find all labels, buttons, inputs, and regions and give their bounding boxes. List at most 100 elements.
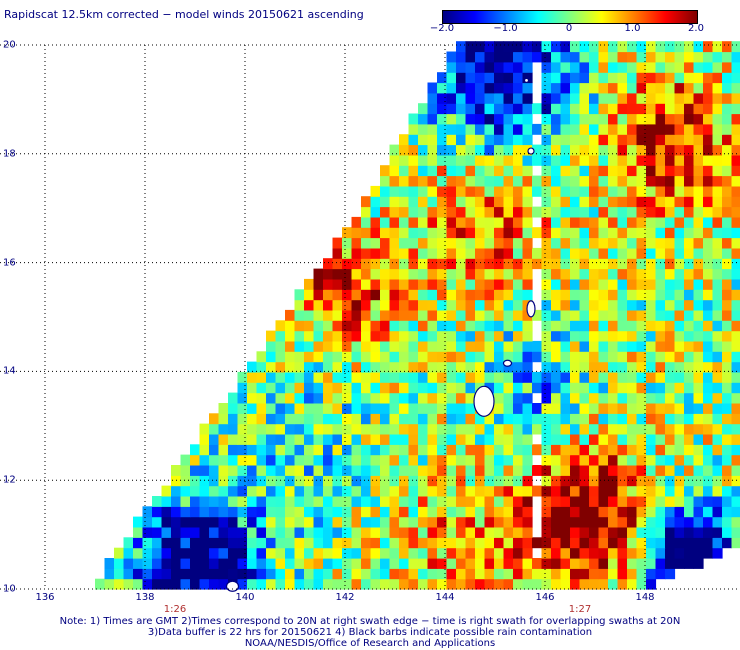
wind-cell: [674, 61, 685, 73]
wind-cell: [513, 237, 524, 249]
wind-cell: [570, 72, 581, 84]
wind-cell: [503, 340, 514, 352]
wind-cell: [218, 423, 229, 435]
wind-cell: [684, 134, 695, 146]
wind-cell: [532, 41, 543, 53]
wind-cell: [541, 237, 552, 249]
wind-cell: [408, 268, 419, 280]
wind-cell: [560, 103, 571, 115]
wind-cell: [712, 465, 723, 476]
wind-cell: [237, 506, 248, 518]
wind-cell: [351, 382, 362, 394]
wind-cell: [313, 465, 324, 476]
wind-cell: [218, 547, 229, 559]
wind-cell: [408, 258, 419, 270]
wind-cell: [551, 558, 562, 569]
wind-cell: [636, 382, 647, 394]
wind-cell: [541, 309, 552, 321]
wind-cell: [133, 537, 144, 549]
wind-cell: [731, 289, 740, 301]
wind-cell: [484, 361, 495, 373]
wind-cell: [551, 175, 562, 187]
wind-cell: [627, 392, 638, 404]
wind-cell: [722, 506, 733, 518]
wind-cell: [465, 413, 476, 425]
wind-cell: [494, 444, 505, 456]
wind-cell: [503, 258, 514, 270]
wind-cell: [323, 320, 334, 332]
wind-cell: [399, 516, 410, 528]
wind-cell: [437, 413, 448, 425]
wind-cell: [199, 568, 210, 580]
wind-cell: [237, 475, 248, 487]
wind-cell: [142, 558, 153, 569]
wind-cell: [304, 403, 315, 414]
wind-cell: [342, 340, 353, 352]
wind-cell: [722, 92, 733, 104]
wind-cell: [503, 268, 514, 280]
wind-cell: [408, 206, 419, 218]
wind-cell: [636, 165, 647, 177]
wind-cell: [513, 247, 524, 259]
wind-cell: [484, 61, 495, 73]
wind-cell: [446, 361, 457, 373]
wind-cell: [579, 434, 590, 445]
wind-cell: [665, 371, 676, 383]
wind-cell: [123, 537, 134, 549]
wind-cell: [522, 72, 533, 84]
wind-cell: [304, 330, 315, 342]
wind-cell: [266, 434, 277, 445]
wind-cell: [389, 392, 400, 404]
wind-cell: [323, 547, 334, 559]
wind-cell: [513, 485, 524, 497]
wind-cell: [437, 268, 448, 280]
wind-cell: [437, 185, 448, 197]
wind-cell: [494, 51, 505, 63]
wind-cell: [712, 268, 723, 280]
wind-cell: [418, 320, 429, 332]
wind-cell: [522, 340, 533, 352]
wind-cell: [266, 413, 277, 425]
wind-cell: [494, 475, 505, 487]
wind-cell: [731, 216, 740, 228]
wind-cell: [389, 423, 400, 435]
wind-cell: [190, 558, 201, 569]
wind-cell: [209, 454, 220, 466]
wind-cell: [646, 403, 657, 414]
wind-cell: [570, 506, 581, 518]
wind-cell: [465, 144, 476, 156]
wind-cell: [522, 175, 533, 187]
wind-cell: [589, 216, 600, 228]
wind-cell: [437, 351, 448, 363]
wind-cell: [532, 227, 543, 239]
wind-cell: [389, 154, 400, 166]
wind-cell: [551, 268, 562, 280]
wind-cell: [655, 516, 666, 528]
wind-cell: [484, 258, 495, 270]
wind-cell: [560, 320, 571, 332]
wind-cell: [703, 371, 714, 383]
wind-cell: [589, 206, 600, 218]
wind-cell: [665, 123, 676, 135]
wind-cell: [361, 392, 372, 404]
wind-cell: [655, 82, 666, 94]
wind-cell: [560, 82, 571, 94]
wind-cell: [313, 361, 324, 373]
wind-cell: [494, 506, 505, 518]
wind-cell: [560, 392, 571, 404]
wind-cell: [437, 196, 448, 208]
wind-cell: [541, 72, 552, 84]
wind-cell: [294, 444, 305, 456]
wind-cell: [237, 496, 248, 507]
wind-cell: [522, 51, 533, 63]
wind-cell: [389, 444, 400, 456]
wind-cell: [712, 227, 723, 239]
wind-cell: [722, 227, 733, 239]
wind-cell: [598, 154, 609, 166]
wind-cell: [665, 547, 676, 559]
wind-cell: [541, 558, 552, 569]
wind-cell: [551, 206, 562, 218]
wind-cell: [541, 547, 552, 559]
wind-cell: [703, 465, 714, 476]
wind-cell: [256, 444, 267, 456]
